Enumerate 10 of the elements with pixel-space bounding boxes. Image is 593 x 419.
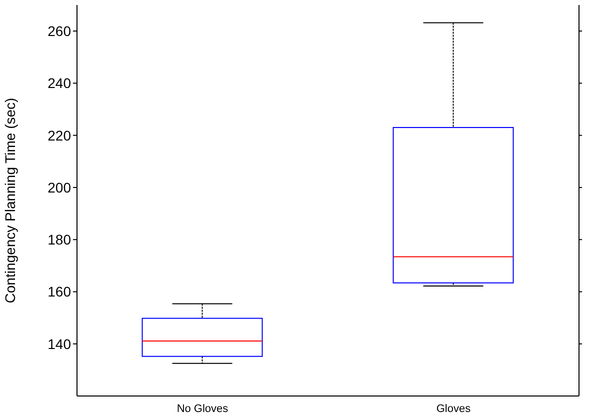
y-tick-label: 180 [48,232,72,248]
y-tick-label: 260 [48,23,72,40]
x-tick-label: Gloves [436,402,472,415]
y-tick-label: 160 [48,284,72,300]
y-tick-label: 200 [48,179,72,196]
y-tick-label: 240 [48,75,72,92]
y-tick-label: 220 [48,127,72,144]
y-tick-label: 140 [48,336,72,352]
x-tick-label: No Gloves [176,402,229,415]
y-axis-title: Contingency Planning Time (sec) [2,98,18,304]
